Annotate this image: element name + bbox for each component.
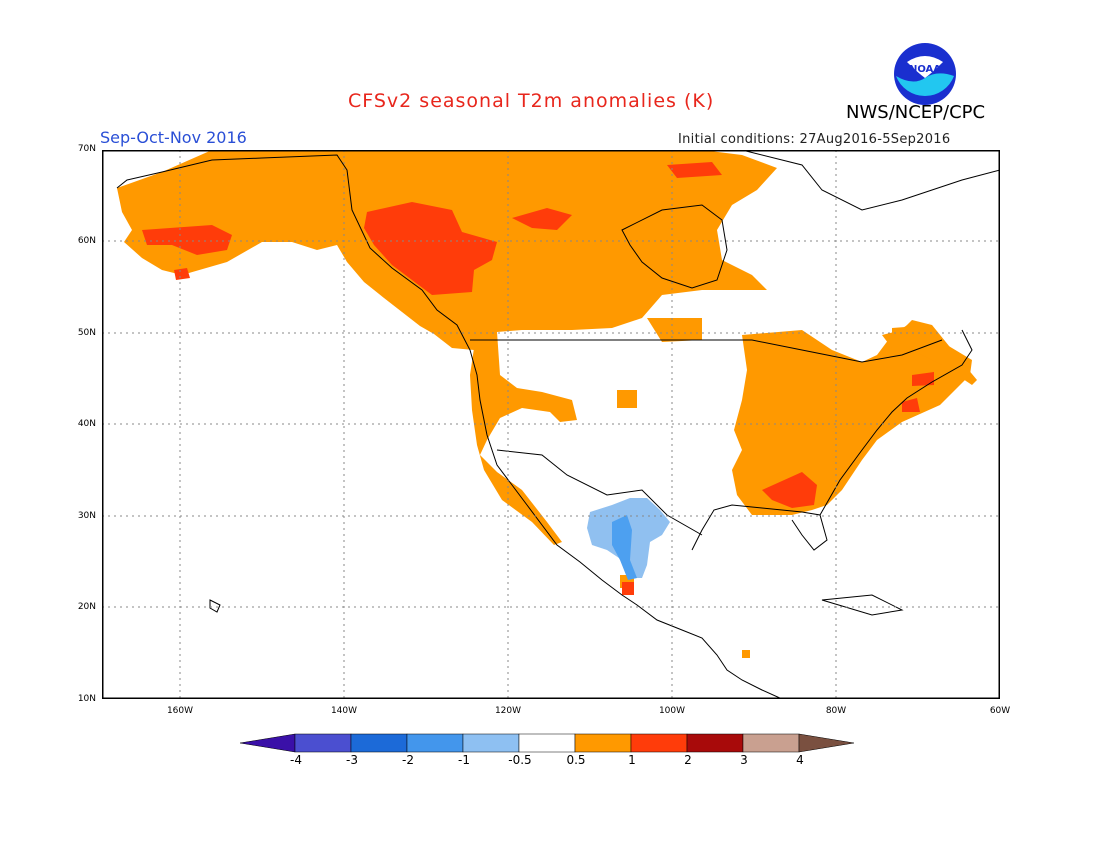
colorbar-cell [742,733,800,753]
us-canada-border [470,339,943,363]
colorbar-label: 0.5 [566,753,586,767]
central-america-anomaly [742,650,750,658]
colorbar-cell [406,733,464,753]
lon-label-160w: 160W [166,706,194,716]
lat-label-70n: 70N [77,144,96,154]
quebec-anomaly [892,325,937,350]
organization-label: NWS/NCEP/CPC [846,102,986,123]
colorbar-label: 2 [684,753,692,767]
anomaly-map [102,150,1000,699]
coastlines [116,150,1000,699]
colorbar-label: -3 [346,753,358,767]
west-coast-anomaly [470,328,577,545]
colorbar-cell [574,733,632,753]
hawaii [209,599,221,613]
anomaly-0-5-to-1-regions [117,150,977,658]
hudson-bay [621,204,728,289]
lon-label-60w: 60W [989,706,1011,716]
graticule [102,150,1000,699]
nwt-hot [512,208,572,230]
colorbar [240,733,855,753]
colorbar-label: -1 [458,753,470,767]
lon-label-80w: 80W [825,706,847,716]
greenland-edge [741,150,1000,211]
lon-label-100w: 100W [658,706,686,716]
anomaly-1-to-2-regions [142,162,934,595]
lat-label-30n: 30N [77,511,96,521]
kansas-anomaly [617,390,637,408]
colorbar-label: -0.5 [508,753,532,767]
colorbar-cell [462,733,520,753]
colorbar-cell [350,733,408,753]
colorbar-cell [518,733,576,753]
lon-label-120w: 120W [494,706,522,716]
us-mexico-border [496,449,703,536]
gulf-coast [691,504,828,551]
maine-hot [912,372,934,386]
lat-label-50n: 50N [77,328,96,338]
initial-conditions-label: Initial conditions: 27Aug2016-5Sep2016 [678,132,951,147]
lon-label-140w: 140W [330,706,358,716]
mexico-cooler [612,515,637,580]
colorbar-label: -2 [402,753,414,767]
colorbar-arrow-low [240,733,296,753]
alaska-hot-2 [174,268,190,280]
lat-label-40n: 40N [77,419,96,429]
colorbar-label: 3 [740,753,748,767]
map-frame [102,150,1000,699]
logo-text: NOAA [909,64,941,75]
colorbar-cell [294,733,352,753]
cuba [821,594,904,616]
lat-label-20n: 20N [77,602,96,612]
colorbar-label: -4 [290,753,302,767]
central-anomaly [647,318,702,342]
colorbar-label: 4 [796,753,804,767]
yukon-hot [364,202,497,295]
eastern-us-anomaly [732,322,972,515]
lat-label-60n: 60N [77,236,96,246]
east-coast [819,329,973,516]
colorbar-arrow-high [798,733,855,753]
arctic-hot [667,162,722,178]
season-label: Sep-Oct-Nov 2016 [100,128,247,147]
colorbar-cell [630,733,688,753]
canada-anomaly [337,150,777,360]
noaa-logo: NOAA [894,43,956,105]
mexico-hot [622,582,634,595]
southeast-hot [762,472,817,508]
alaska-hot-1 [142,225,232,255]
negative-anomaly-regions [587,498,670,580]
north-america-west-coast [116,154,783,699]
chart-title: CFSv2 seasonal T2m anomalies (K) [348,90,715,112]
colorbar-label: 1 [628,753,636,767]
colorbar-cell [686,733,744,753]
lat-label-10n: 10N [77,694,96,704]
new-england-hot [902,398,920,412]
